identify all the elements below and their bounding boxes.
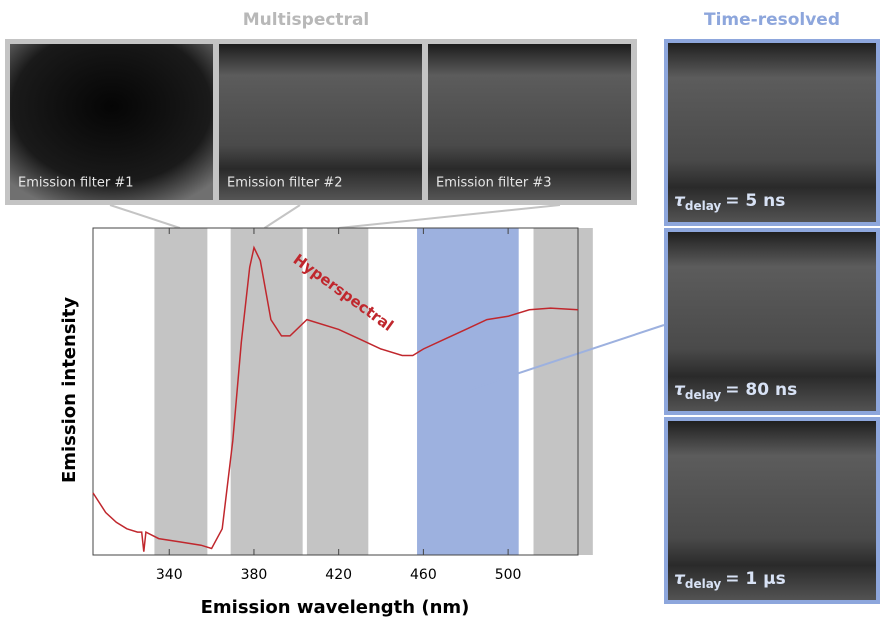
x-tick-label: 340 <box>156 567 183 583</box>
image <box>664 228 880 415</box>
panel-label: Emission filter #3 <box>436 176 552 191</box>
panel-label: Emission filter #1 <box>18 176 134 191</box>
band <box>154 228 208 555</box>
group-title: Multispectral <box>243 10 370 30</box>
subscript: delay <box>685 388 722 402</box>
panel-label: Emission filter #2 <box>227 176 343 191</box>
label-text: = 80 ns <box>725 380 797 400</box>
connector <box>467 324 665 391</box>
symbol: τ <box>674 191 686 211</box>
connector <box>338 204 561 229</box>
image <box>664 39 880 226</box>
plot-frame <box>92 227 579 556</box>
band <box>533 228 593 555</box>
subscript: delay <box>685 199 722 213</box>
image <box>219 44 422 200</box>
label-text: = 1 μs <box>725 569 786 589</box>
image <box>664 417 880 604</box>
image <box>428 44 631 200</box>
x-axis-label: Emission wavelength (nm) <box>201 597 470 618</box>
x-tick-label: 500 <box>495 567 522 583</box>
label-text: = 5 ns <box>725 191 785 211</box>
image <box>10 44 213 200</box>
band <box>306 228 369 555</box>
panel-group: Emission filter #1 Emission filter #2 Emis… <box>10 44 631 200</box>
symbol: τ <box>674 380 686 400</box>
band <box>230 228 303 555</box>
panel-label: τdelay = 1 μs <box>674 569 786 591</box>
band <box>417 228 519 555</box>
connector <box>264 204 301 229</box>
panel-label: τdelay = 80 ns <box>674 380 797 402</box>
x-tick-label: 420 <box>325 567 352 583</box>
group-title: Time-resolved <box>704 10 840 30</box>
subscript: delay <box>685 577 722 591</box>
connector <box>109 204 181 229</box>
y-axis-label: Emission intensity <box>59 297 80 483</box>
line-series <box>92 245 579 552</box>
x-tick-label: 380 <box>241 567 268 583</box>
panel-label: τdelay = 5 ns <box>674 191 785 213</box>
x-tick-label: 460 <box>410 567 437 583</box>
symbol: τ <box>674 569 686 589</box>
